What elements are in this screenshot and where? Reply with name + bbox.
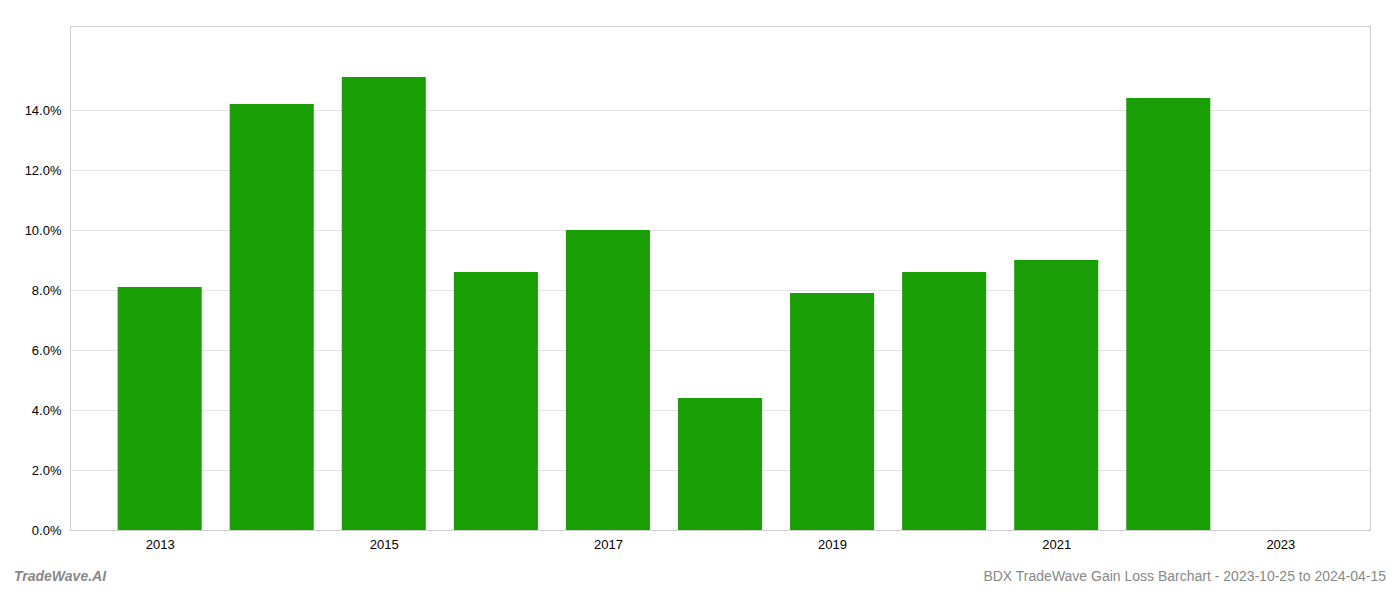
svg-text:14.0%: 14.0% xyxy=(25,103,62,118)
html-text:BDX TradeWave Gain Loss Barcha: BDX TradeWave Gain Loss Barchart - 2023-… xyxy=(983,568,1386,584)
svg-text:10.0%: 10.0% xyxy=(25,223,62,238)
svg-text:2015: 2015 xyxy=(370,537,399,552)
svg-text:0.0%: 0.0% xyxy=(32,523,62,538)
html-text:TradeWave.AI: TradeWave.AI xyxy=(14,568,107,584)
svg-text:6.0%: 6.0% xyxy=(32,343,62,358)
svg-text:12.0%: 12.0% xyxy=(25,163,62,178)
svg-text:2023: 2023 xyxy=(1266,537,1295,552)
svg-text:2.0%: 2.0% xyxy=(32,463,62,478)
svg-text:2017: 2017 xyxy=(594,537,623,552)
svg-text:4.0%: 4.0% xyxy=(32,403,62,418)
svg-text:8.0%: 8.0% xyxy=(32,283,62,298)
svg-text:2019: 2019 xyxy=(818,537,847,552)
svg-text:2013: 2013 xyxy=(146,537,175,552)
svg-text:2021: 2021 xyxy=(1042,537,1071,552)
